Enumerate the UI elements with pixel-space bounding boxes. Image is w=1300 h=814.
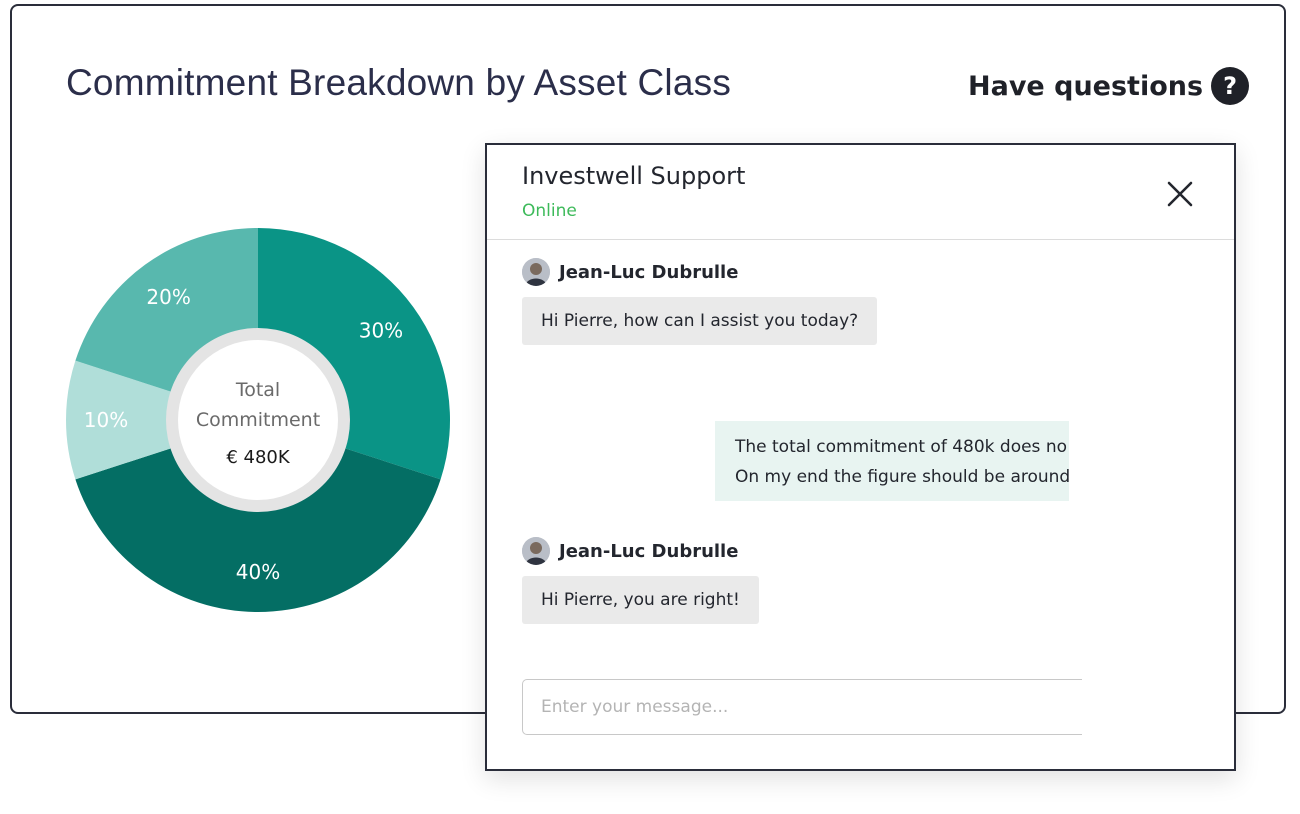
incoming-message: Hi Pierre, you are right!: [522, 576, 759, 624]
donut-center: [178, 340, 338, 500]
donut-slice-10: [66, 360, 177, 480]
slice-label: 10%: [84, 408, 128, 432]
message-sender: Jean-Luc Dubrulle: [522, 537, 738, 565]
outgoing-message-line: The total commitment of 480k does no: [735, 437, 1067, 457]
incoming-message: Hi Pierre, how can I assist you today?: [522, 297, 878, 345]
outgoing-message-line: On my end the figure should be around: [735, 467, 1069, 487]
avatar: [522, 537, 550, 565]
support-chat-panel: Investwell Support Online Jean-Luc Dubru…: [485, 143, 1236, 771]
chat-header: Investwell Support Online: [487, 145, 1234, 240]
sender-name: Jean-Luc Dubrulle: [559, 261, 739, 283]
have-questions-label: Have questions: [968, 70, 1204, 102]
donut-chart: Total Commitment € 480K 30% 40% 10% 20%: [66, 228, 450, 612]
slice-label: 30%: [359, 319, 403, 343]
slice-label: 20%: [146, 285, 190, 309]
message-input-wrapper: [522, 679, 1082, 735]
avatar: [522, 258, 550, 286]
donut-slice-30: [258, 228, 450, 480]
donut-slice-40: [75, 446, 441, 612]
question-circle-icon: ?: [1211, 67, 1250, 105]
center-label-line1: Total: [235, 379, 280, 401]
chat-status: Online: [522, 201, 577, 221]
center-label-line2: Commitment: [196, 409, 320, 431]
message-sender: Jean-Luc Dubrulle: [522, 258, 738, 286]
outgoing-message: The total commitment of 480k does no On …: [715, 421, 1069, 501]
center-total-value: € 480K: [226, 447, 291, 468]
message-input[interactable]: [523, 680, 1082, 734]
page-title: Commitment Breakdown by Asset Class: [66, 62, 732, 103]
close-icon: [1167, 181, 1193, 207]
slice-label: 40%: [236, 560, 280, 584]
sender-name: Jean-Luc Dubrulle: [559, 540, 739, 562]
have-questions-button[interactable]: Have questions ?: [968, 66, 1250, 106]
donut-slice-20: [75, 228, 258, 394]
chat-title: Investwell Support: [522, 162, 746, 190]
close-chat-button[interactable]: [1163, 177, 1197, 211]
